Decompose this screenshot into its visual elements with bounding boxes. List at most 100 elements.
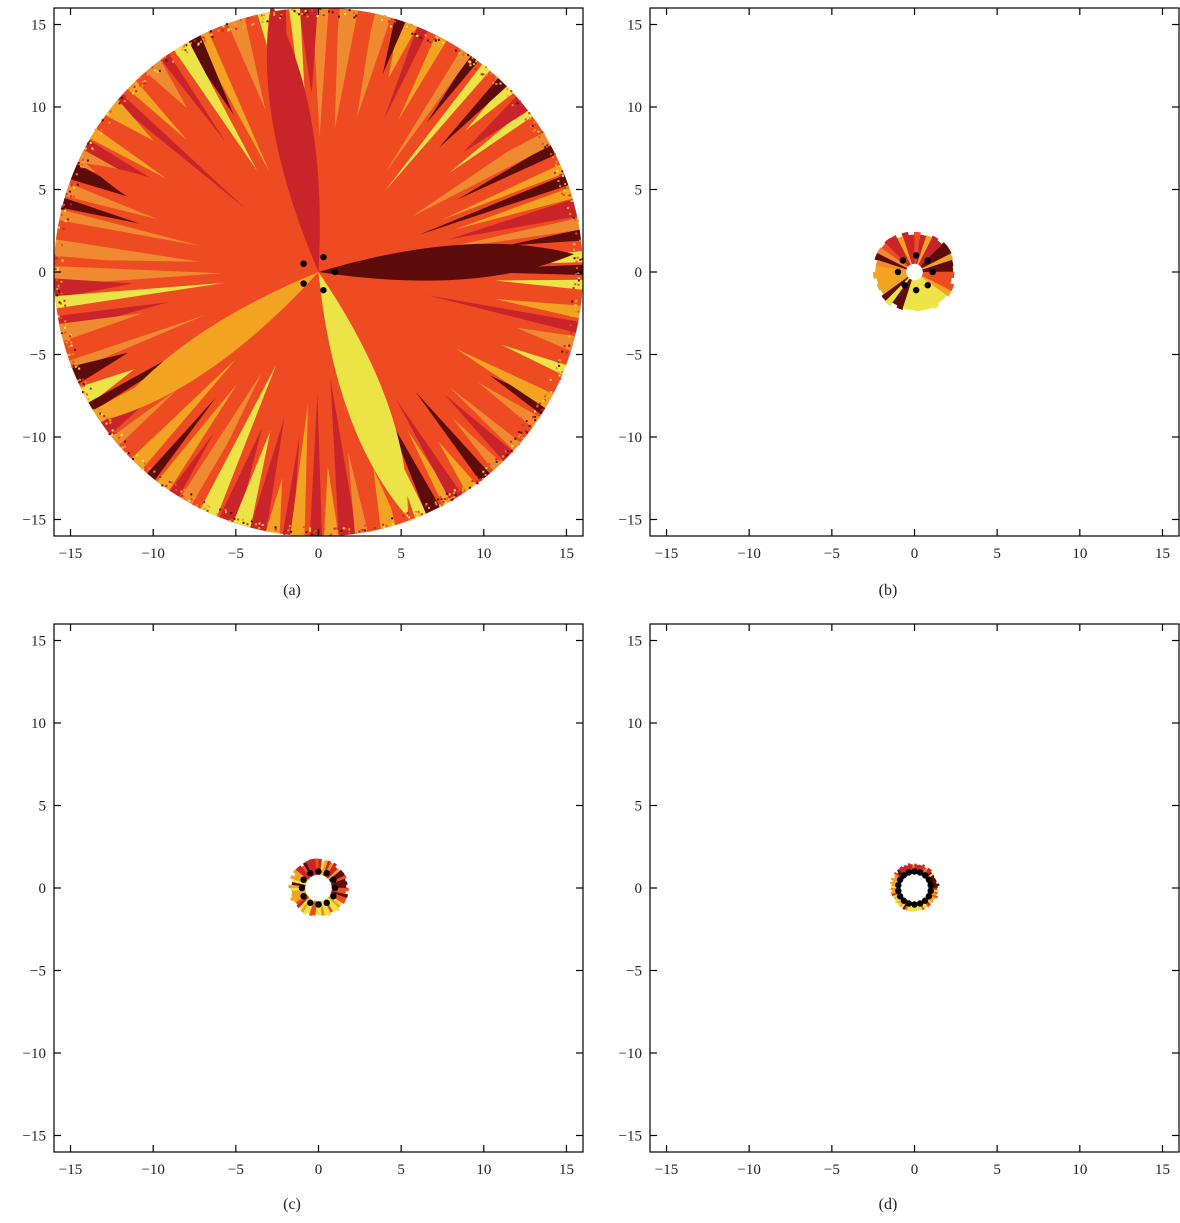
y-tick-label: 5 (635, 799, 643, 815)
basin-speckle (304, 9, 307, 12)
basin-speckle (210, 35, 213, 38)
basin-speckle (181, 495, 184, 498)
basin-speckle (69, 195, 72, 198)
basin-speckle (506, 95, 509, 98)
x-tick-label: 15 (559, 546, 574, 562)
root-marker (323, 899, 330, 907)
basin-speckle (101, 119, 104, 122)
basin-speckle (457, 490, 460, 493)
basin-spike (233, 430, 271, 528)
basin-spike (59, 209, 201, 246)
basin-spike (134, 72, 202, 146)
basin-speckle (556, 170, 559, 173)
basin-speckle (156, 70, 159, 73)
basin-speckle (577, 271, 580, 274)
basin-speckle (550, 391, 553, 394)
basin-sector (921, 275, 952, 297)
basin-speckle (549, 378, 552, 381)
basin-sector (299, 897, 311, 910)
basin-speckle (340, 15, 343, 18)
basin-spike (250, 417, 285, 532)
basin-speckle (406, 24, 409, 27)
basin-speckle (109, 110, 112, 113)
root-marker (921, 872, 929, 879)
basin-speckle (557, 179, 560, 182)
basin-speckle (261, 20, 264, 23)
basin-speckle (139, 80, 142, 83)
basin-speckle (230, 28, 233, 31)
basin-speckle (146, 461, 149, 464)
basin-speckle (382, 519, 385, 522)
basin-speckle (517, 431, 520, 434)
basin-speckle (353, 11, 356, 14)
basin-speckle (138, 84, 141, 87)
basin-speckle (558, 364, 561, 367)
basin-speckle (391, 517, 394, 520)
basin-speckle (175, 486, 178, 489)
basin-speckle (74, 365, 77, 368)
panel-4: −15 −10 −5 0 5 10 15 −15 −10 −5 0 5 10 15 (d) (619, 623, 1180, 1213)
basin-spike (382, 18, 406, 75)
basin-speckle (87, 142, 90, 145)
basin-speckle (407, 516, 410, 519)
basin-speckle (57, 255, 60, 258)
basin-speckle (109, 119, 112, 122)
basin-speckle (130, 449, 133, 452)
basin-speckle (61, 205, 64, 208)
basin-speckle (573, 228, 576, 231)
basin-speckle (485, 467, 488, 470)
basin-speckle (79, 378, 82, 381)
basin-spike (385, 64, 490, 191)
root-marker (300, 280, 307, 287)
basin-speckle (361, 530, 364, 533)
basin-speckle (506, 88, 509, 91)
basin-spike (376, 39, 460, 173)
basin-speckle (305, 13, 308, 16)
basin-speckle (123, 95, 126, 98)
basin-speckle (314, 530, 317, 533)
basin-speckle (499, 82, 502, 85)
basin-speckle (195, 504, 198, 507)
basin-spike (330, 378, 357, 536)
basin-speckle (266, 20, 269, 23)
basin-spike (145, 59, 188, 109)
basin-speckle (57, 286, 60, 289)
basin-sector (874, 252, 908, 270)
basin-speckle (531, 129, 534, 132)
basin-speckle (559, 359, 562, 362)
basin-sector (921, 274, 955, 291)
basin-spike (347, 451, 368, 534)
basin-speckle (424, 34, 427, 37)
basin-speckle (542, 132, 545, 135)
basin-speckle (183, 45, 186, 48)
basin-spike (444, 394, 513, 462)
basin-speckle (233, 517, 236, 520)
basin-speckle (259, 524, 262, 527)
y-tick-label: −5 (30, 348, 46, 364)
basin-sector (922, 273, 952, 284)
basin-speckle (68, 345, 71, 348)
basin-speckle (210, 33, 213, 36)
x-tick-label: −10 (737, 546, 760, 562)
basin-speckle (108, 433, 111, 436)
basin-speckle (293, 10, 296, 13)
root-marker (905, 869, 913, 876)
root-marker (905, 900, 913, 907)
basin-speckle (404, 512, 407, 515)
basin-speckle (82, 391, 85, 394)
basin-speckle (54, 254, 56, 257)
basin-speckle (55, 288, 58, 291)
basin-speckle (563, 192, 566, 195)
basin-speckle (571, 217, 574, 220)
basin-speckle (61, 287, 64, 290)
basin-speckle (376, 15, 379, 18)
basin-speckle (188, 43, 191, 46)
basin-speckle (553, 171, 556, 174)
basin-speckle (64, 331, 67, 334)
basin-speckle (81, 161, 84, 164)
basin-speckle (193, 39, 196, 42)
basin-speckle (290, 8, 293, 11)
root-marker (331, 268, 339, 276)
basin-speckle (453, 54, 456, 57)
basin-speckle (406, 25, 409, 28)
